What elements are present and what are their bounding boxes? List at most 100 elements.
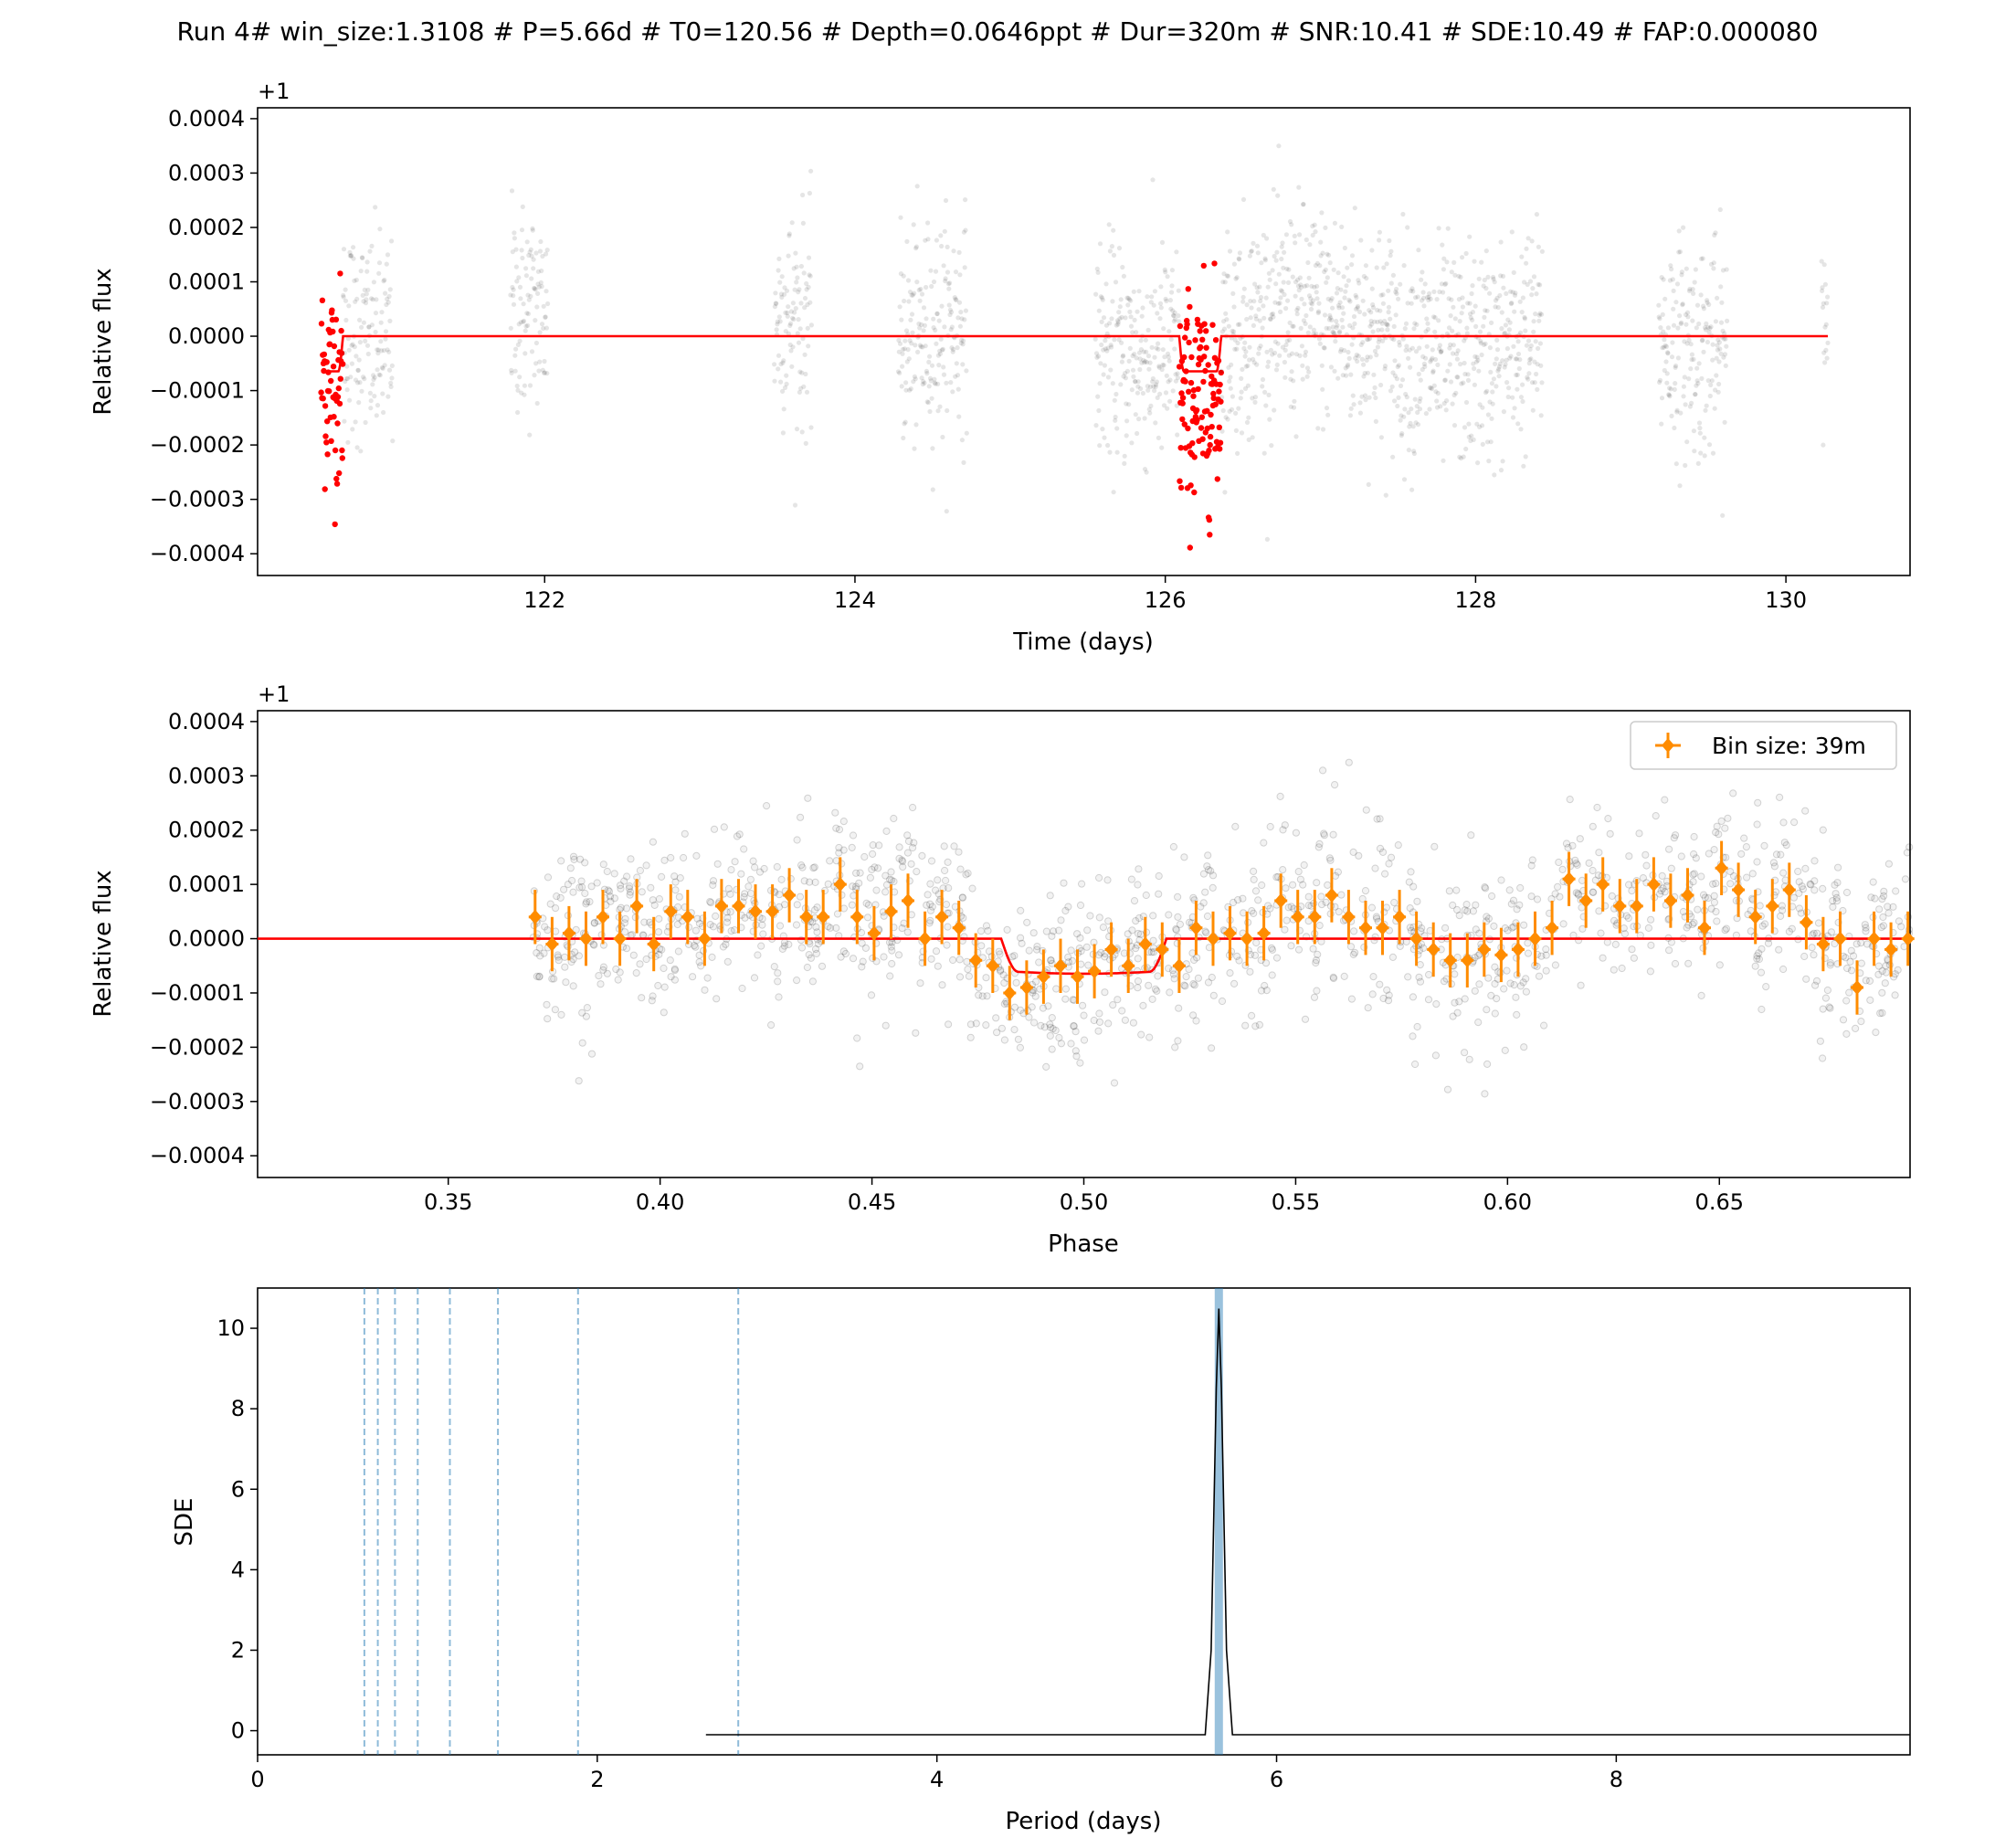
flux-point [1313, 263, 1318, 269]
folded-point [1862, 924, 1870, 932]
binned-point [613, 911, 627, 966]
flux-point [911, 222, 916, 227]
folded-point [1319, 766, 1327, 775]
flux-point [1141, 357, 1146, 363]
folded-point [1279, 866, 1287, 874]
folded-point [1325, 854, 1334, 862]
folded-point [1364, 1004, 1372, 1012]
folded-point [888, 959, 896, 968]
folded-point [1802, 975, 1810, 983]
folded-point [1453, 1008, 1462, 1017]
flux-point [1173, 372, 1178, 377]
flux-point [542, 370, 548, 375]
flux-point [1244, 419, 1251, 425]
folded-point [1209, 991, 1218, 999]
y-tick-label: −0.0003 [150, 487, 245, 512]
folded-point [1483, 913, 1491, 921]
flux-point [1380, 338, 1386, 343]
flux-point [795, 275, 800, 280]
flux-point [1517, 357, 1523, 363]
flux-point [1346, 278, 1351, 283]
flux-point [782, 285, 787, 290]
flux-point [1227, 248, 1233, 254]
flux-point [371, 280, 376, 285]
flux-point [1266, 392, 1272, 397]
folded-point [1376, 980, 1384, 988]
flux-point [1537, 282, 1543, 288]
folded-point [1742, 843, 1751, 851]
folded-point [1690, 832, 1698, 841]
folded-point [1166, 988, 1174, 997]
binned-point [799, 890, 813, 945]
binned-point [1800, 895, 1813, 950]
flux-point [1406, 355, 1411, 361]
binned-point [1172, 938, 1186, 993]
folded-point [881, 888, 890, 896]
folded-point [1814, 919, 1823, 927]
folded-point [1420, 944, 1428, 953]
flux-point [1406, 410, 1411, 416]
flux-point [1418, 396, 1423, 401]
flux-point [1395, 403, 1400, 409]
flux-point [1356, 309, 1363, 314]
in-transit-point [1190, 393, 1197, 399]
folded-point [1461, 1049, 1469, 1057]
flux-point [1250, 435, 1255, 440]
folded-point [1807, 881, 1815, 889]
flux-point [941, 364, 946, 370]
folded-point [670, 966, 680, 975]
flux-point [1123, 371, 1128, 376]
flux-point [1724, 343, 1729, 349]
folded-point [578, 1008, 586, 1017]
flux-point [1416, 248, 1421, 253]
flux-point [953, 374, 958, 379]
flux-point [917, 343, 924, 348]
folded-point [551, 1006, 560, 1014]
flux-point [1673, 300, 1679, 305]
flux-point [1252, 395, 1258, 400]
binned-point [1037, 949, 1050, 1004]
flux-point [1417, 345, 1422, 351]
flux-point [1525, 281, 1530, 287]
flux-point [1300, 376, 1305, 382]
flux-point [1219, 395, 1225, 400]
folded-point [1846, 957, 1854, 966]
flux-point [1372, 319, 1378, 324]
flux-point [1268, 316, 1273, 322]
folded-point [671, 878, 680, 886]
flux-point [1301, 318, 1306, 323]
folded-point [1760, 841, 1768, 850]
flux-point [1230, 328, 1235, 333]
flux-point [961, 338, 966, 343]
flux-point [804, 280, 809, 287]
folded-point [1018, 939, 1026, 947]
flux-point [354, 354, 359, 359]
flux-point [1503, 330, 1508, 336]
x-tick-label: 4 [930, 1767, 944, 1792]
flux-point [1096, 308, 1102, 313]
flux-point [805, 325, 810, 331]
flux-point [1671, 306, 1676, 312]
folded-point [1135, 865, 1143, 873]
flux-point [808, 425, 814, 430]
flux-point [1495, 368, 1501, 374]
x-tick-label: 0.65 [1695, 1189, 1744, 1215]
flux-point [1317, 341, 1323, 346]
y-tick-label: −0.0002 [150, 432, 245, 458]
folded-point [810, 863, 818, 871]
folded-point [1083, 926, 1092, 935]
flux-point [1344, 373, 1349, 378]
folded-point [1475, 980, 1483, 988]
folded-point [1186, 918, 1194, 926]
folded-point [1057, 1040, 1066, 1048]
binned-point [1071, 949, 1084, 1004]
in-transit-point [1198, 425, 1205, 431]
folded-point [1863, 940, 1872, 948]
folded-point [1149, 912, 1157, 920]
flux-point [1339, 317, 1345, 322]
folded-point [797, 944, 807, 952]
folded-point [582, 1012, 591, 1020]
flux-point [1330, 324, 1335, 330]
folded-point [670, 976, 680, 984]
binned-marker [579, 931, 593, 946]
